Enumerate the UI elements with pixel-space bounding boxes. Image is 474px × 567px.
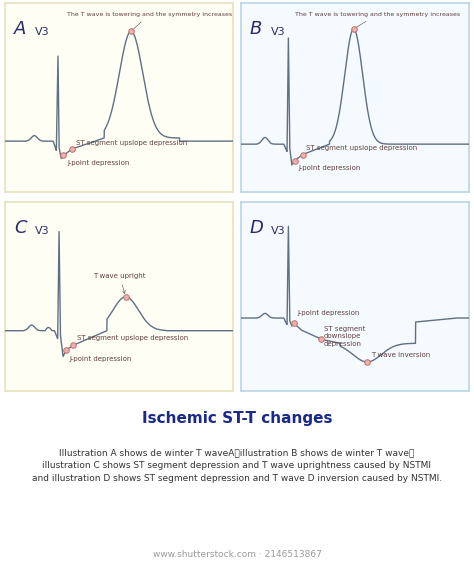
Text: J-point depression: J-point depression — [297, 310, 360, 316]
Text: C: C — [14, 219, 27, 236]
Text: V3: V3 — [35, 226, 49, 236]
Text: J-point depression: J-point depression — [299, 165, 361, 171]
Text: J-point depression: J-point depression — [68, 160, 130, 166]
Text: ST segment upslope depression: ST segment upslope depression — [77, 336, 188, 341]
Text: ST segment upslope depression: ST segment upslope depression — [76, 140, 187, 146]
Text: J-point depression: J-point depression — [70, 357, 132, 362]
Text: ST segment upslope depression: ST segment upslope depression — [306, 145, 417, 151]
Text: V3: V3 — [271, 226, 285, 236]
Text: Ischemic ST-T changes: Ischemic ST-T changes — [142, 411, 332, 425]
Text: A: A — [14, 20, 26, 38]
Text: T wave upright: T wave upright — [93, 273, 146, 294]
Text: Illustration A shows de winter T waveA；illustration B shows de winter T wave；
il: Illustration A shows de winter T waveA；i… — [32, 448, 442, 483]
Text: B: B — [250, 20, 262, 38]
Text: V3: V3 — [35, 27, 49, 37]
Text: ST segment
downslope
depression: ST segment downslope depression — [324, 326, 365, 347]
Text: D: D — [250, 219, 264, 236]
Text: www.shutterstock.com · 2146513867: www.shutterstock.com · 2146513867 — [153, 550, 321, 559]
Text: T wave inversion: T wave inversion — [371, 352, 430, 358]
Text: The T wave is towering and the symmetry increases: The T wave is towering and the symmetry … — [294, 12, 460, 27]
Text: The T wave is towering and the symmetry increases: The T wave is towering and the symmetry … — [66, 12, 232, 29]
Text: V3: V3 — [271, 27, 285, 37]
